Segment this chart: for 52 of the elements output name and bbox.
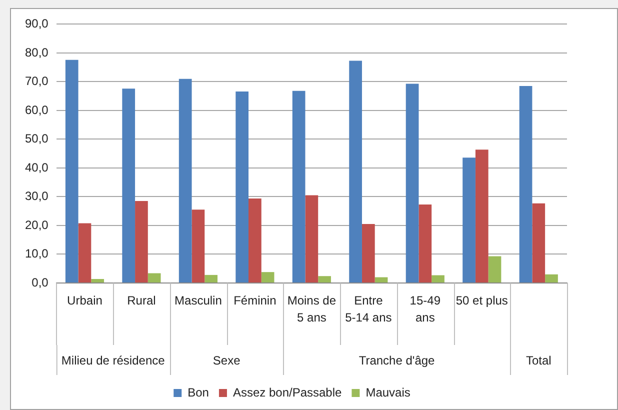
bar — [192, 210, 205, 282]
y-tick-label: 50,0 — [24, 132, 49, 146]
bar — [65, 60, 78, 282]
bar — [204, 274, 218, 282]
bar — [122, 88, 136, 282]
legend-label: Mauvais — [366, 385, 410, 400]
x-tick-label: Urbain — [67, 293, 102, 308]
bar — [178, 78, 192, 282]
bar — [135, 201, 148, 282]
text: Tranche d'âge — [358, 353, 436, 368]
bar — [248, 198, 262, 282]
x-tick-label: 50 et plus — [456, 293, 508, 308]
y-tick-label: 10,0 — [24, 246, 49, 261]
x-tick-label: Féminin — [234, 293, 276, 308]
text: Milieu de résidence — [61, 353, 166, 368]
bar — [305, 195, 318, 282]
bar — [475, 150, 488, 282]
bar — [78, 223, 92, 282]
legend-label: Bon — [188, 385, 209, 400]
bar — [532, 203, 546, 282]
bar — [418, 204, 432, 282]
bar — [432, 275, 444, 282]
x-tick-label: Entre 5-14 ans — [345, 293, 392, 324]
bar — [349, 60, 362, 282]
bar — [91, 278, 104, 282]
legend-label: Assez bon/Passable — [232, 385, 342, 400]
y-tick-label: 20,0 — [24, 218, 49, 232]
bar — [148, 273, 161, 282]
bar — [236, 91, 249, 282]
bar — [374, 277, 388, 282]
y-tick-label: 40,0 — [24, 160, 49, 174]
bar — [545, 274, 558, 282]
bar — [462, 158, 476, 282]
y-tick-label: 70,0 — [24, 74, 49, 88]
x-tick-label: 15-49 ans — [410, 293, 441, 324]
bar — [261, 272, 274, 282]
y-tick-label: 30,0 — [24, 189, 49, 204]
bar — [406, 84, 419, 282]
y-tick-label: 90,0 — [24, 16, 49, 31]
bar — [292, 90, 306, 282]
x-tick-label: Moins de 5 ans — [287, 293, 336, 324]
x-tick-label: Rural — [127, 293, 156, 308]
bar — [362, 224, 375, 282]
y-tick-label: 80,0 — [24, 45, 49, 60]
text: Sexe — [212, 353, 241, 368]
bar — [318, 276, 331, 282]
text: Total — [526, 353, 552, 368]
y-tick-label: 0,0 — [32, 275, 49, 290]
x-tick-label: Masculin — [174, 293, 222, 308]
bar — [488, 256, 502, 282]
y-tick-label: 60,0 — [24, 102, 49, 117]
bar — [519, 86, 532, 282]
